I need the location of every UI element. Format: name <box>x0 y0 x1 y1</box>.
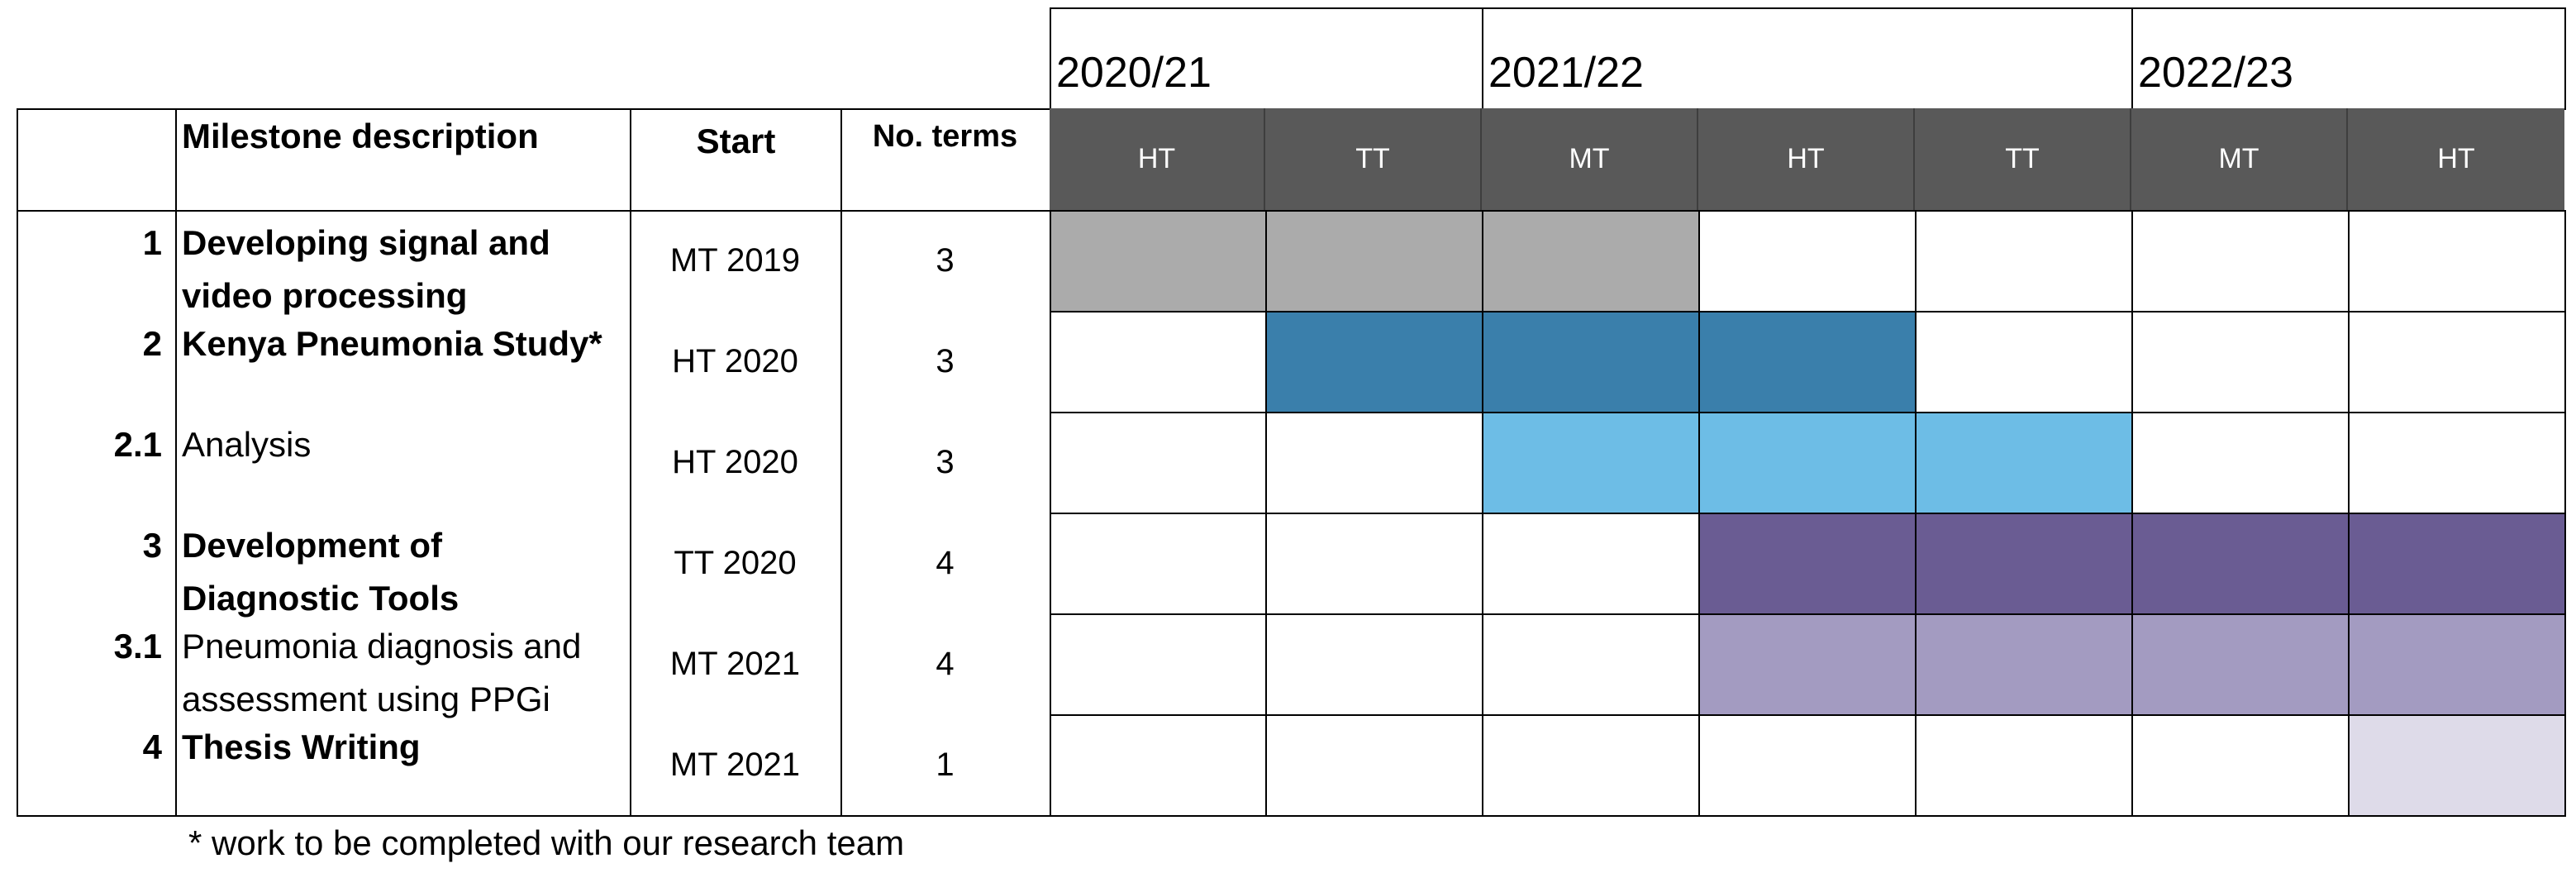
term-header: HT <box>1050 108 1265 210</box>
gantt-empty-cell <box>1482 513 1700 615</box>
milestone-number: 1 <box>142 223 162 262</box>
term-header: TT <box>1915 108 2131 210</box>
gantt-empty-cell <box>1050 412 1267 514</box>
gantt-empty-cell <box>2348 311 2566 413</box>
gantt-empty-cell <box>1265 513 1483 615</box>
gantt-empty-cell <box>1915 714 2133 817</box>
milestone-description: Pneumonia diagnosis and assessment using… <box>182 627 582 718</box>
gantt-empty-cell <box>2348 210 2566 312</box>
gantt-empty-cell <box>1050 714 1267 817</box>
gantt-bar-cell <box>1698 513 1917 615</box>
header-start-cell <box>630 108 842 212</box>
gantt-empty-cell <box>2131 210 2350 312</box>
gantt-bar-cell <box>1915 513 2133 615</box>
gantt-empty-cell <box>1915 210 2133 312</box>
milestone-terms: 1 <box>936 746 955 783</box>
year-label: 2020/21 <box>1056 49 1212 97</box>
milestone-terms: 3 <box>936 443 955 480</box>
gantt-bar-cell <box>1265 311 1483 413</box>
gantt-bar-cell <box>2348 613 2566 716</box>
gantt-empty-cell <box>2131 412 2350 514</box>
milestone-start: MT 2021 <box>669 645 801 682</box>
gantt-empty-cell <box>1050 311 1267 413</box>
milestone-start: TT 2020 <box>674 544 797 581</box>
year-label: 2021/22 <box>1488 49 1644 97</box>
gantt-empty-cell <box>2348 412 2566 514</box>
milestone-terms: 4 <box>936 544 955 581</box>
milestone-start: HT 2020 <box>672 443 798 480</box>
term-header: MT <box>1482 108 1698 210</box>
gantt-empty-cell <box>1482 613 1700 716</box>
milestone-start: MT 2019 <box>669 241 801 279</box>
gantt-empty-cell <box>1482 714 1700 817</box>
gantt-bar-cell <box>1698 613 1917 716</box>
gantt-empty-cell <box>1265 412 1483 514</box>
term-header: HT <box>1698 108 1915 210</box>
milestone-number: 2 <box>142 324 162 363</box>
header-num-cell <box>17 108 177 212</box>
milestone-description: Developing signal and video processing <box>182 223 550 315</box>
milestone-description: Thesis Writing <box>182 728 421 766</box>
start-header-label: Start <box>696 122 776 160</box>
gantt-bar-cell <box>1915 412 2133 514</box>
gantt-bar-cell <box>1915 613 2133 716</box>
gantt-empty-cell <box>1265 613 1483 716</box>
gantt-bar-cell <box>1265 210 1483 312</box>
milestone-start: HT 2020 <box>672 342 798 379</box>
gantt-bar-cell <box>1698 311 1917 413</box>
footnote: * work to be completed with our research… <box>188 823 905 862</box>
term-header: MT <box>2131 108 2348 210</box>
gantt-bar-cell <box>2348 513 2566 615</box>
gantt-empty-cell <box>1050 513 1267 615</box>
gantt-empty-cell <box>1915 311 2133 413</box>
milestone-start: MT 2021 <box>669 746 801 783</box>
gantt-bar-cell <box>1482 311 1700 413</box>
term-header: TT <box>1265 108 1482 210</box>
gantt-bar-cell <box>2348 714 2566 817</box>
milestone-terms: 4 <box>936 645 955 682</box>
milestone-number: 3.1 <box>113 627 162 665</box>
gantt-bar-cell <box>1050 210 1267 312</box>
milestone-terms: 3 <box>936 241 955 279</box>
terms-header-label: No. terms <box>872 118 1018 154</box>
milestone-number: 2.1 <box>113 425 162 464</box>
milestone-description: Analysis <box>182 425 312 464</box>
gantt-empty-cell <box>1698 714 1917 817</box>
gantt-empty-cell <box>1698 210 1917 312</box>
gantt-bar-cell <box>1482 210 1700 312</box>
term-header: HT <box>2348 108 2564 210</box>
gantt-empty-cell <box>1265 714 1483 817</box>
year-label: 2022/23 <box>2138 49 2293 97</box>
milestone-number: 3 <box>142 526 162 565</box>
milestone-terms: 3 <box>936 342 955 379</box>
gantt-bar-cell <box>2131 513 2350 615</box>
gantt-bar-cell <box>1482 412 1700 514</box>
gantt-empty-cell <box>1050 613 1267 716</box>
milestone-description: Development of Diagnostic Tools <box>182 526 459 618</box>
milestone-description: Kenya Pneumonia Study* <box>182 324 602 363</box>
gantt-empty-cell <box>2131 714 2350 817</box>
gantt-empty-cell <box>2131 311 2350 413</box>
milestone-header-label: Milestone description <box>182 117 539 155</box>
gantt-bar-cell <box>2131 613 2350 716</box>
gantt-bar-cell <box>1698 412 1917 514</box>
milestone-number: 4 <box>142 728 162 766</box>
